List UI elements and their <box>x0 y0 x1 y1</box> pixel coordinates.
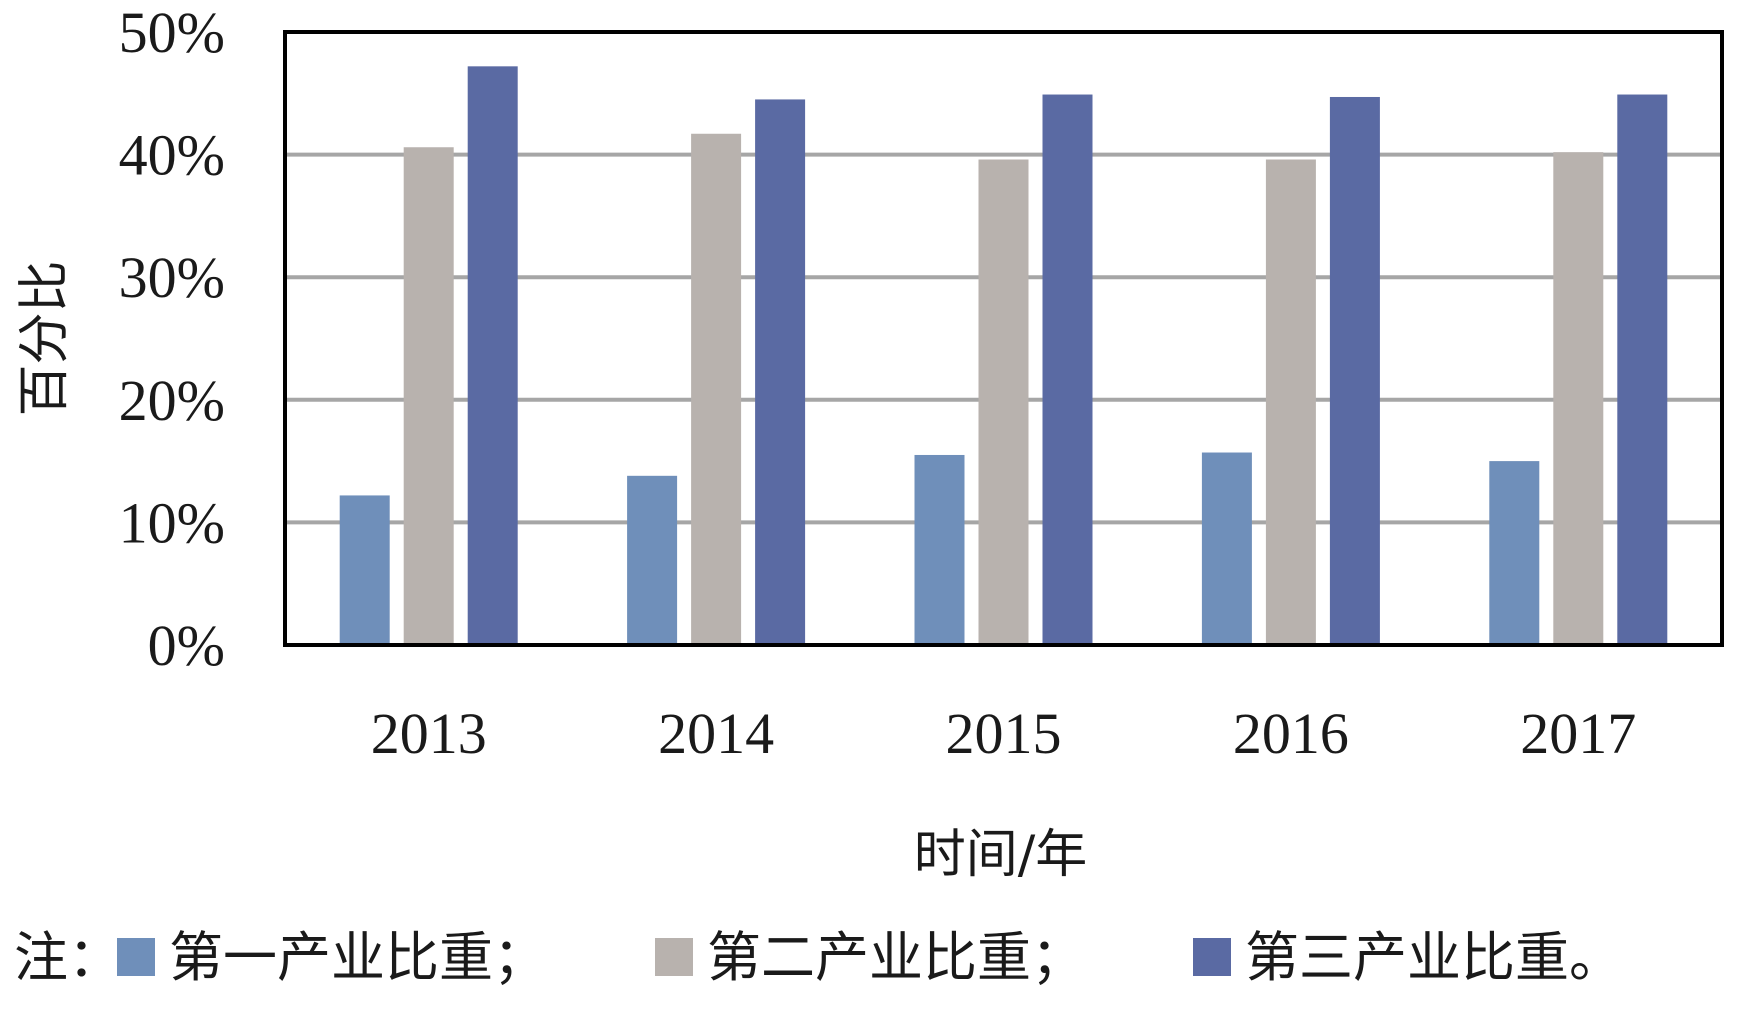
bars <box>339 66 1668 646</box>
bar <box>1042 94 1093 645</box>
legend-label: 第三产业比重。 <box>1245 926 1623 989</box>
legend-prefix: 注： <box>14 926 122 989</box>
bar <box>1329 96 1380 645</box>
legend-swatch <box>655 938 693 976</box>
x-axis-title: 时间/年 <box>914 825 1088 885</box>
bar <box>1265 159 1316 645</box>
legend-label: 第二产业比重； <box>707 926 1085 989</box>
y-tick-label: 40% <box>119 123 225 188</box>
y-tick-label: 0% <box>148 613 225 678</box>
bar <box>339 495 390 645</box>
bar <box>627 475 678 645</box>
bar <box>1201 452 1252 645</box>
x-tick-label: 2014 <box>658 701 774 766</box>
bar <box>691 133 742 645</box>
bar <box>1489 461 1540 645</box>
y-tick-label: 10% <box>119 490 225 555</box>
y-tick-label: 20% <box>119 368 225 433</box>
bar <box>914 454 965 645</box>
legend-swatch <box>1193 938 1231 976</box>
x-tick-label: 2017 <box>1520 701 1636 766</box>
bar <box>1553 152 1604 645</box>
y-axis-ticks: 0% 10% 20% 30% 40% 50% <box>119 0 225 678</box>
x-axis-ticks: 2013 2014 2015 2016 2017 <box>371 701 1637 766</box>
bar <box>1617 94 1668 645</box>
y-axis-title: 百分比 <box>15 260 75 416</box>
bar <box>467 66 518 645</box>
legend-label: 第一产业比重； <box>169 926 547 989</box>
legend-swatch <box>117 938 155 976</box>
y-tick-label: 30% <box>119 245 225 310</box>
bar <box>755 99 806 646</box>
bar <box>403 147 454 645</box>
x-tick-label: 2013 <box>371 701 487 766</box>
x-tick-label: 2015 <box>946 701 1062 766</box>
y-tick-label: 50% <box>119 0 225 65</box>
plot-frame <box>283 30 1724 647</box>
legend: 注： 第一产业比重； 第二产业比重； 第三产业比重。 <box>14 926 1623 989</box>
x-tick-label: 2016 <box>1233 701 1349 766</box>
bar <box>978 159 1029 645</box>
